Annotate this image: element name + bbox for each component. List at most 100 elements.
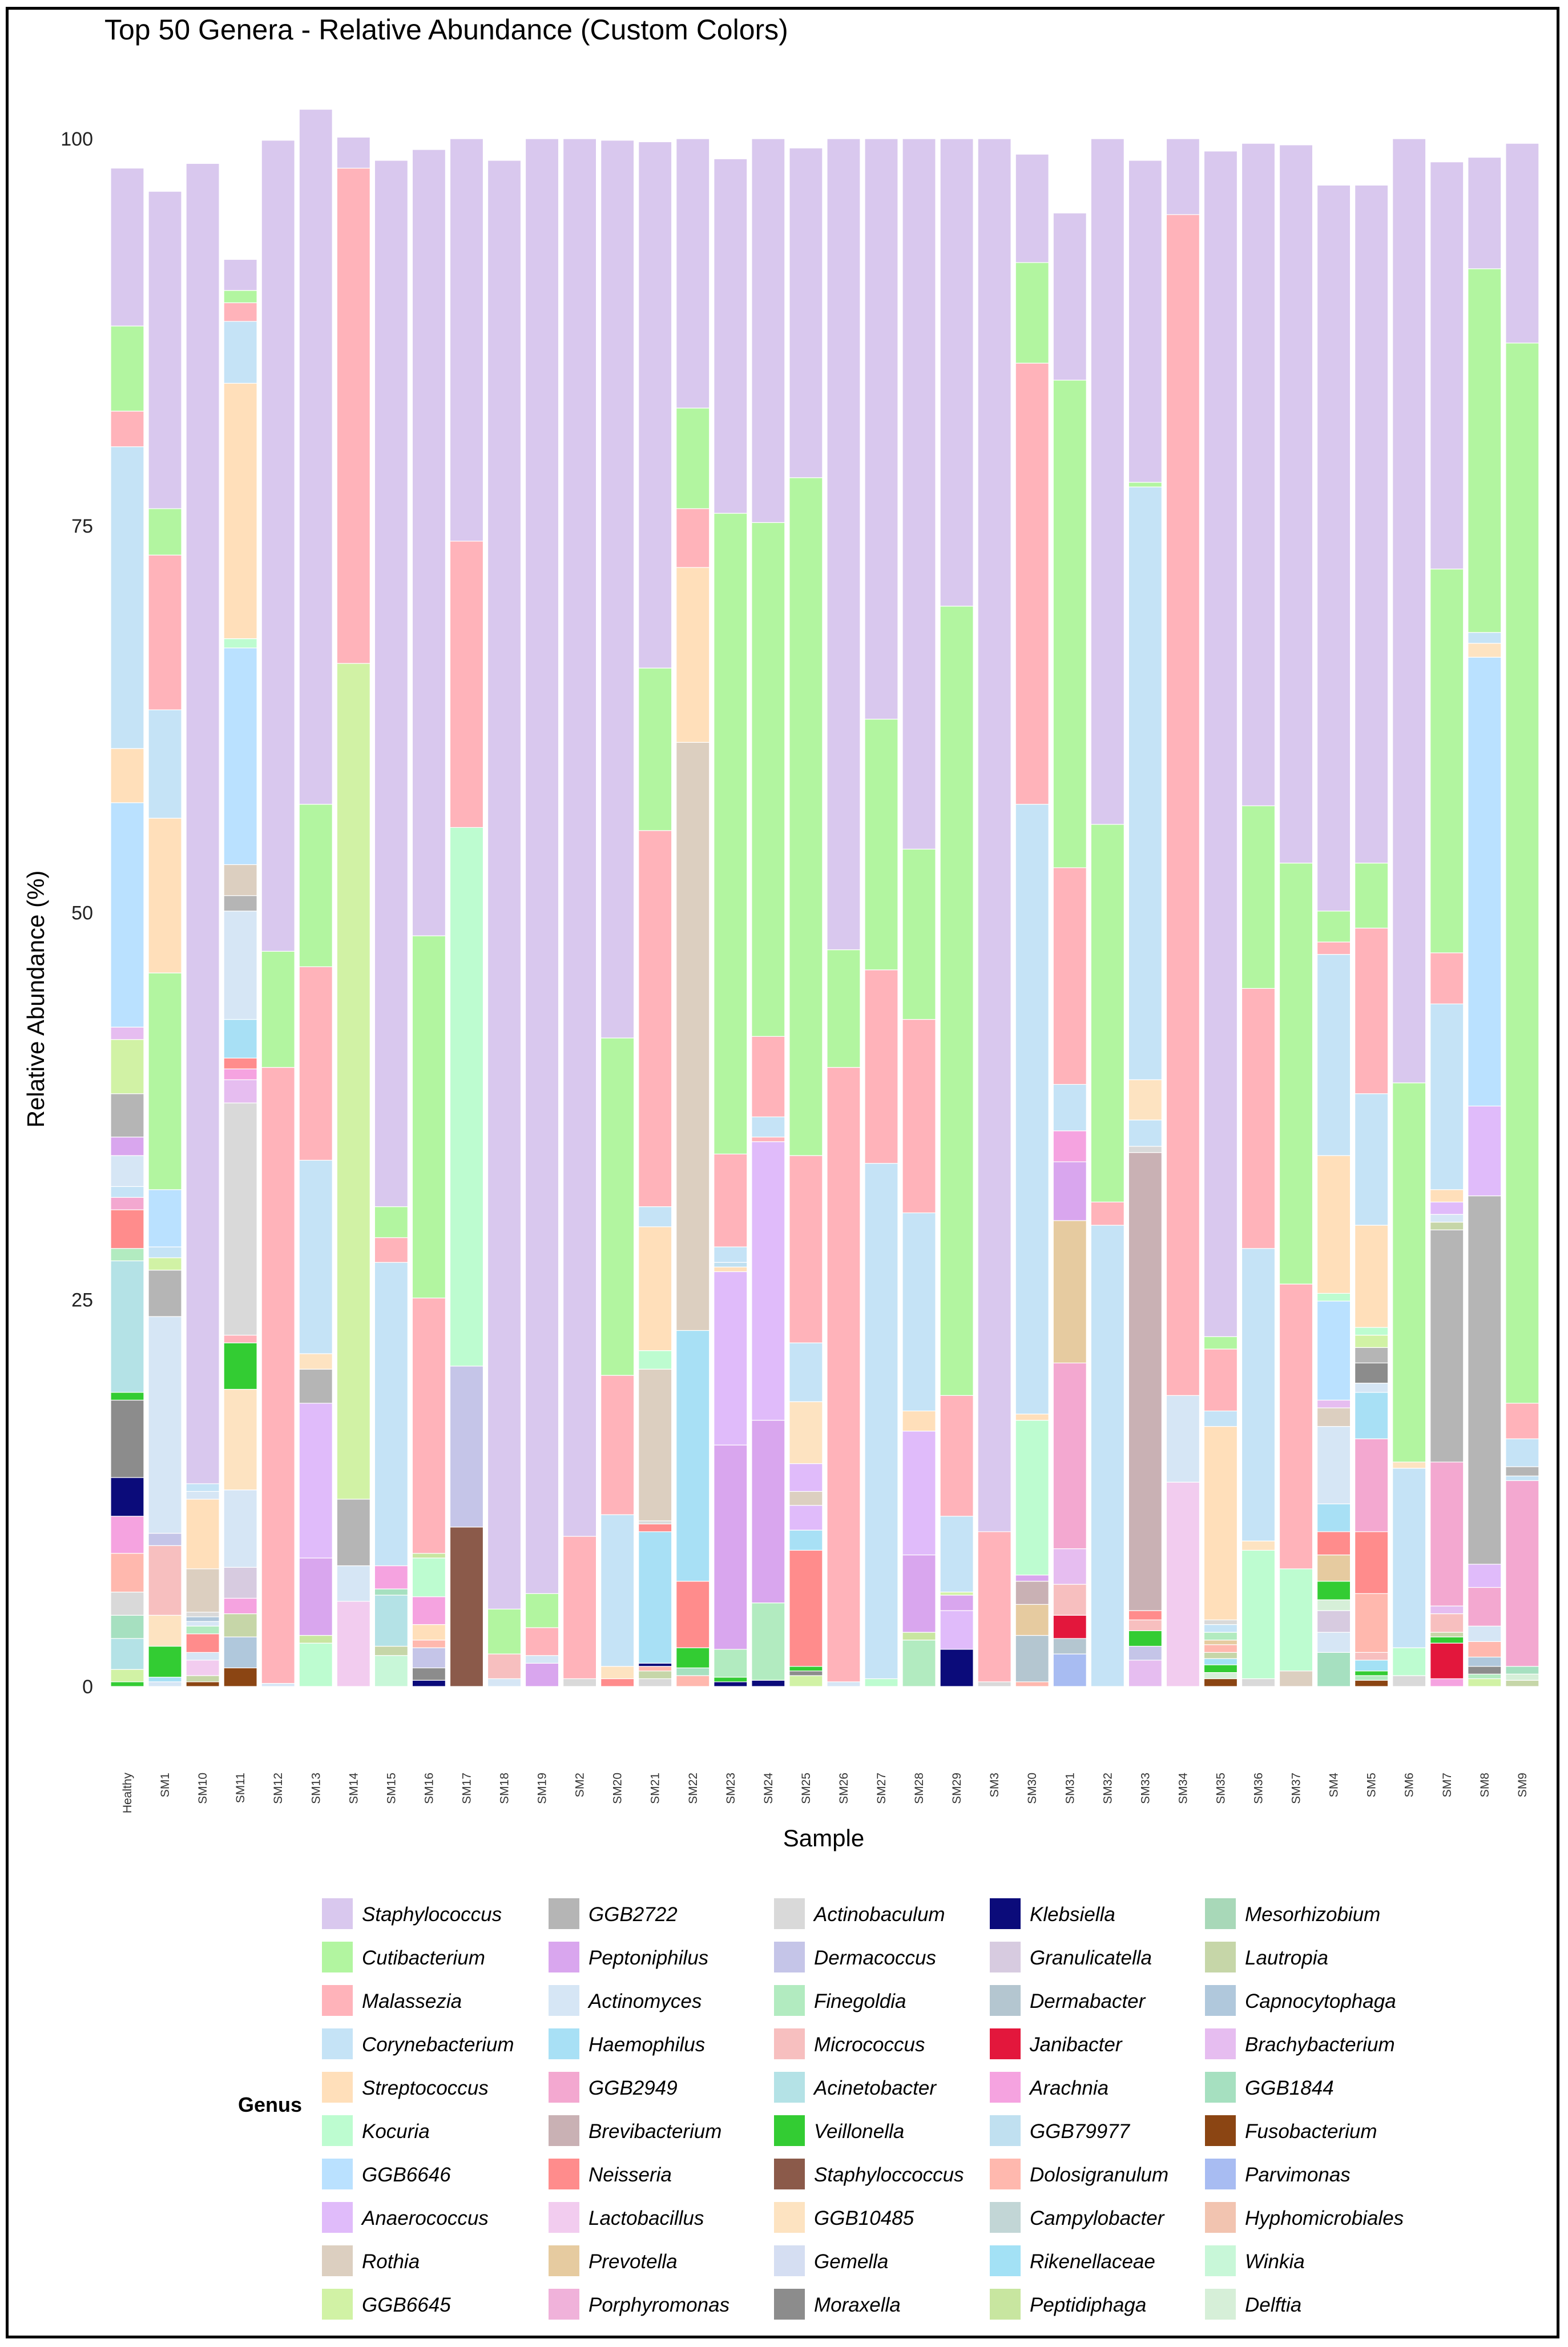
bar-segment-cutibacterium (374, 1206, 408, 1238)
legend-swatch (774, 1985, 805, 2016)
legend-swatch (1205, 1898, 1236, 1929)
bar-segment-cutibacterium (1505, 343, 1539, 1404)
bar-segment-malassezia (1355, 928, 1389, 1094)
bar-segment-klebsiella (714, 1681, 748, 1687)
bar-segment-actinobaculum (638, 1520, 672, 1524)
x-tick-labels: Healthy SM1 SM10 SM11 SM12 SM13 SM14 SM15 SM16 SM… (121, 1773, 1529, 1814)
bar-segment-staphylococcus (676, 138, 710, 409)
bar-segment-dolosigranulum (1203, 1644, 1238, 1653)
bar-segment-micrococcus (487, 1653, 522, 1680)
bar-segment-malassezia (374, 1237, 408, 1263)
bar-segment-staphyloccoccus (449, 1527, 484, 1687)
bar-segment-haemophilus (148, 1677, 182, 1682)
legend-swatch (774, 2159, 805, 2189)
bar-segment-staphylococcus (600, 140, 635, 1038)
bar-segment-ggb6645 (148, 1257, 182, 1271)
bar-segment-brachybacterium (223, 1079, 257, 1104)
bar-segment-finegoldia (902, 1640, 936, 1687)
x-tick-label-sm18: SM18 (498, 1773, 511, 1804)
x-tick-label-sm31: SM31 (1063, 1773, 1077, 1804)
bar-stack-sm17 (449, 138, 484, 1687)
bar-segment-malassezia (1279, 1283, 1313, 1569)
bar-segment-veillonella (148, 1645, 182, 1678)
bar-stack-sm26 (827, 138, 861, 1687)
legend-label: GGB1844 (1245, 2077, 1334, 2099)
bar-stack-sm32 (1090, 138, 1124, 1687)
bar-segment-delftia (1505, 1673, 1539, 1681)
x-tick-label-sm29: SM29 (950, 1773, 964, 1804)
bar-segment-actinomyces (110, 1155, 144, 1187)
bar-segment-anaerococcus (940, 1610, 974, 1650)
bar-segment-kocuria (412, 1557, 446, 1597)
bar-segment-staphylococcus (1241, 143, 1276, 807)
legend-label: Campylobacter (1030, 2207, 1165, 2229)
legend-item-winkia: Winkia (1205, 2245, 1305, 2276)
bar-segment-neisseria (110, 1209, 144, 1249)
bar-segment-malassezia (1053, 867, 1087, 1085)
bar-stack-sm16 (412, 149, 446, 1687)
x-tick-label-sm10: SM10 (196, 1773, 209, 1804)
bar-segment-cutibacterium (1392, 1082, 1426, 1463)
bar-segment-cutibacterium (1279, 863, 1313, 1285)
bar-segment-veillonella (110, 1392, 144, 1401)
bar-segment-arachnia (412, 1596, 446, 1625)
legend-item-rothia: Rothia (322, 2245, 420, 2276)
bar-segment-cutibacterium (1053, 380, 1087, 868)
bar-segment-actinomyces (186, 1491, 220, 1500)
legend-swatch (990, 2289, 1021, 2320)
bar-segment-corynebacterium (1505, 1475, 1539, 1482)
bar-segment-malassezia (110, 410, 144, 448)
legend-label: Moraxella (814, 2294, 901, 2316)
bar-segment-staphylococcus (525, 138, 559, 1594)
bar-segment-ggb2949 (1505, 1480, 1539, 1667)
x-tick-label-sm34: SM34 (1176, 1773, 1190, 1804)
bar-segment-dermabacter (1015, 1635, 1049, 1682)
bar-stack-sm21 (638, 141, 672, 1687)
bar-segment-cutibacterium (902, 848, 936, 1020)
bar-segment-actinomyces (223, 1489, 257, 1568)
bar-segment-malassezia (299, 966, 333, 1161)
legend-label: GGB10485 (814, 2207, 914, 2229)
legend-label: Cutibacterium (362, 1947, 485, 1969)
legend-swatch (774, 2289, 805, 2320)
legend-item-janibacter: Janibacter (990, 2028, 1123, 2059)
legend-swatch (322, 1898, 353, 1929)
legend-swatch (549, 2028, 579, 2059)
x-tick-label-sm3: SM3 (988, 1773, 1001, 1797)
bar-segment-dermacoccus (412, 1647, 446, 1669)
bar-segment-arachnia (110, 1516, 144, 1554)
bar-segment-actinobaculum (977, 1681, 1011, 1687)
legend-label: Staphylococcus (362, 1903, 502, 1926)
bar-segment-lautropia (1505, 1680, 1539, 1687)
bar-segment-ggb2949 (1355, 1438, 1389, 1532)
bar-segment-actinomyces (525, 1655, 559, 1664)
bar-segment-staphylococcus (940, 138, 974, 607)
bar-segment-streptococcus (148, 818, 182, 973)
bar-segment-staphylococcus (223, 259, 257, 291)
bar-segment-staphylococcus (412, 149, 446, 936)
legend-item-prevotella: Prevotella (549, 2245, 678, 2276)
legend-label: Rikenellaceae (1030, 2251, 1155, 2273)
bar-segment-malassezia (1505, 1403, 1539, 1439)
legend-item-ggb2949: GGB2949 (549, 2072, 678, 2103)
bar-segment-ggb10485 (1128, 1079, 1162, 1121)
bar-stack-sm28 (902, 138, 936, 1687)
bar-segment-veillonella (789, 1666, 823, 1672)
legend-item-arachnia: Arachnia (990, 2072, 1109, 2103)
x-tick-label-sm21: SM21 (649, 1773, 662, 1804)
bar-stack-healthy (110, 167, 144, 1687)
bar-segment-ggb10485 (600, 1666, 635, 1680)
legend-item-neisseria: Neisseria (549, 2159, 672, 2189)
bar-segment-malassezia (940, 1395, 974, 1517)
legend-label: Lautropia (1245, 1947, 1328, 1969)
bar-segment-prevotella (1053, 1220, 1087, 1364)
bar-segment-anaerococcus (299, 1403, 333, 1559)
bar-segment-klebsiella (110, 1477, 144, 1517)
bar-segment-ggb1844 (1317, 1652, 1351, 1687)
bar-segment-rothia (789, 1491, 823, 1506)
bar-segment-haemophilus (676, 1330, 710, 1582)
legend-label: Granulicatella (1030, 1947, 1152, 1969)
bar-segment-dolosigranulum (110, 1553, 144, 1593)
bar-segment-corynebacterium (600, 1514, 635, 1667)
legend-item-lautropia: Lautropia (1205, 1942, 1328, 1972)
